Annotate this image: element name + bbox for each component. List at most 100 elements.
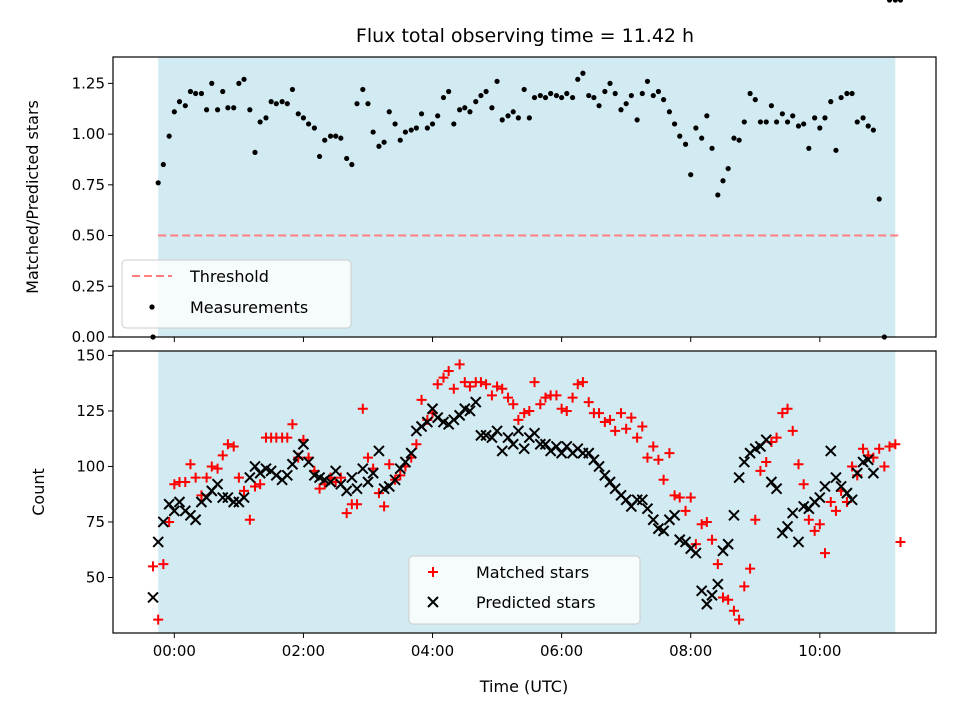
predicted-star-point [599, 469, 611, 482]
matched-star-point [707, 534, 718, 545]
measurement-point [634, 117, 640, 123]
matched-star-point [621, 423, 632, 434]
matched-star-point [556, 403, 567, 414]
measurement-point [870, 127, 876, 133]
measurement-point [360, 86, 366, 93]
predicted-star-point [297, 438, 310, 450]
matched-star-point [314, 483, 325, 494]
predicted-star-point [814, 491, 826, 504]
measurement-point [591, 94, 597, 101]
predicted-star-point [173, 496, 186, 508]
predicted-star-point [851, 467, 863, 479]
matched-star-point [884, 441, 895, 452]
measurement-point [392, 121, 398, 127]
measurement-point [305, 121, 312, 127]
count-y-tick-label: 150 [76, 346, 105, 364]
predicted-star-point [862, 454, 874, 466]
matched-star-point [228, 441, 239, 452]
measurement-point [236, 80, 242, 86]
matched-star-point [632, 432, 643, 443]
measurement-point [757, 119, 764, 125]
matched-star-point [895, 536, 906, 547]
predicted-star-point [394, 462, 406, 475]
predicted-star-point [211, 478, 224, 490]
count-y-tick-label: 50 [86, 568, 105, 586]
measurement-point [220, 88, 226, 95]
measurement-point [289, 86, 296, 93]
predicted-star-point [163, 498, 175, 510]
matched-star-point [814, 519, 825, 530]
measurement-point [892, 0, 898, 3]
predicted-star-point [227, 496, 240, 508]
measurement-point [876, 196, 882, 202]
predicted-star-point [405, 447, 417, 459]
measurement-point [354, 101, 360, 107]
measurement-point [671, 121, 678, 127]
predicted-star-point [351, 482, 363, 495]
matched-star-point [734, 614, 745, 625]
matched-star-point [761, 457, 772, 468]
ratio-y-tick-label: 1.00 [72, 125, 105, 143]
matched-star-point [809, 525, 820, 536]
matched-star-point [239, 485, 250, 496]
measurement-point [784, 119, 791, 125]
matched-star-point [567, 392, 578, 403]
matched-star-point [701, 516, 712, 527]
matched-star-point [384, 459, 395, 470]
legend-predicted-swatch [427, 596, 439, 608]
predicted-star-point [641, 502, 654, 515]
x-tick-label: 10:00 [798, 642, 841, 660]
measurement-point [559, 94, 565, 101]
predicted-star-point [512, 425, 525, 437]
matched-star-point [599, 417, 610, 428]
matched-star-point [782, 403, 793, 414]
measurement-point [677, 133, 683, 139]
predicted-star-point [475, 429, 487, 442]
ratio-y-tick-label: 0.25 [72, 277, 105, 295]
predicted-star-point [249, 460, 261, 473]
predicted-star-point [668, 509, 681, 522]
matched-star-point [685, 492, 696, 503]
measurement-point [586, 92, 592, 99]
matched-star-point [717, 592, 728, 603]
predicted-star-point [329, 465, 342, 477]
measurement-point [155, 180, 161, 186]
matched-star-point [642, 452, 653, 463]
measurement-point [644, 78, 651, 84]
predicted-star-point [770, 482, 783, 495]
ratio-y-axis-ticks: 0.00 0.25 0.50 0.75 1.00 1.25 [72, 74, 113, 346]
measurement-point [505, 113, 511, 119]
measurement-point [779, 111, 785, 117]
measurement-point [499, 117, 505, 123]
predicted-star-point [846, 494, 858, 506]
count-plot-frame [112, 350, 937, 634]
measurement-point [193, 90, 199, 97]
count-panel: 50 75 100 125 150 00:00 02:00 04:00 06:00 08:00 1… [29, 346, 937, 696]
measurement-point [376, 143, 382, 149]
measurement-point [397, 137, 403, 143]
measurement-point [176, 99, 183, 105]
matched-star-point [605, 414, 616, 425]
measurement-point [537, 92, 543, 99]
matched-star-point [745, 563, 756, 574]
predicted-star-point [147, 591, 159, 604]
matched-star-point [798, 479, 809, 490]
predicted-star-point [620, 494, 632, 506]
measurement-point [623, 101, 629, 107]
predicted-star-point [679, 536, 692, 548]
matched-star-point [508, 399, 519, 410]
measurement-point [531, 94, 538, 101]
predicted-star-point [453, 409, 466, 422]
predicted-star-point [792, 536, 805, 548]
measurement-point [607, 80, 613, 86]
measurement-point [327, 133, 334, 139]
predicted-stars-series [147, 397, 880, 610]
measurement-point [402, 129, 409, 135]
predicted-star-point [302, 456, 315, 468]
measurement-point [225, 105, 231, 111]
matched-star-point [379, 501, 390, 512]
x-axis-label: Time (UTC) [479, 677, 568, 696]
measurement-point [897, 0, 904, 3]
matched-star-point [481, 379, 492, 390]
measurement-point [198, 90, 205, 97]
